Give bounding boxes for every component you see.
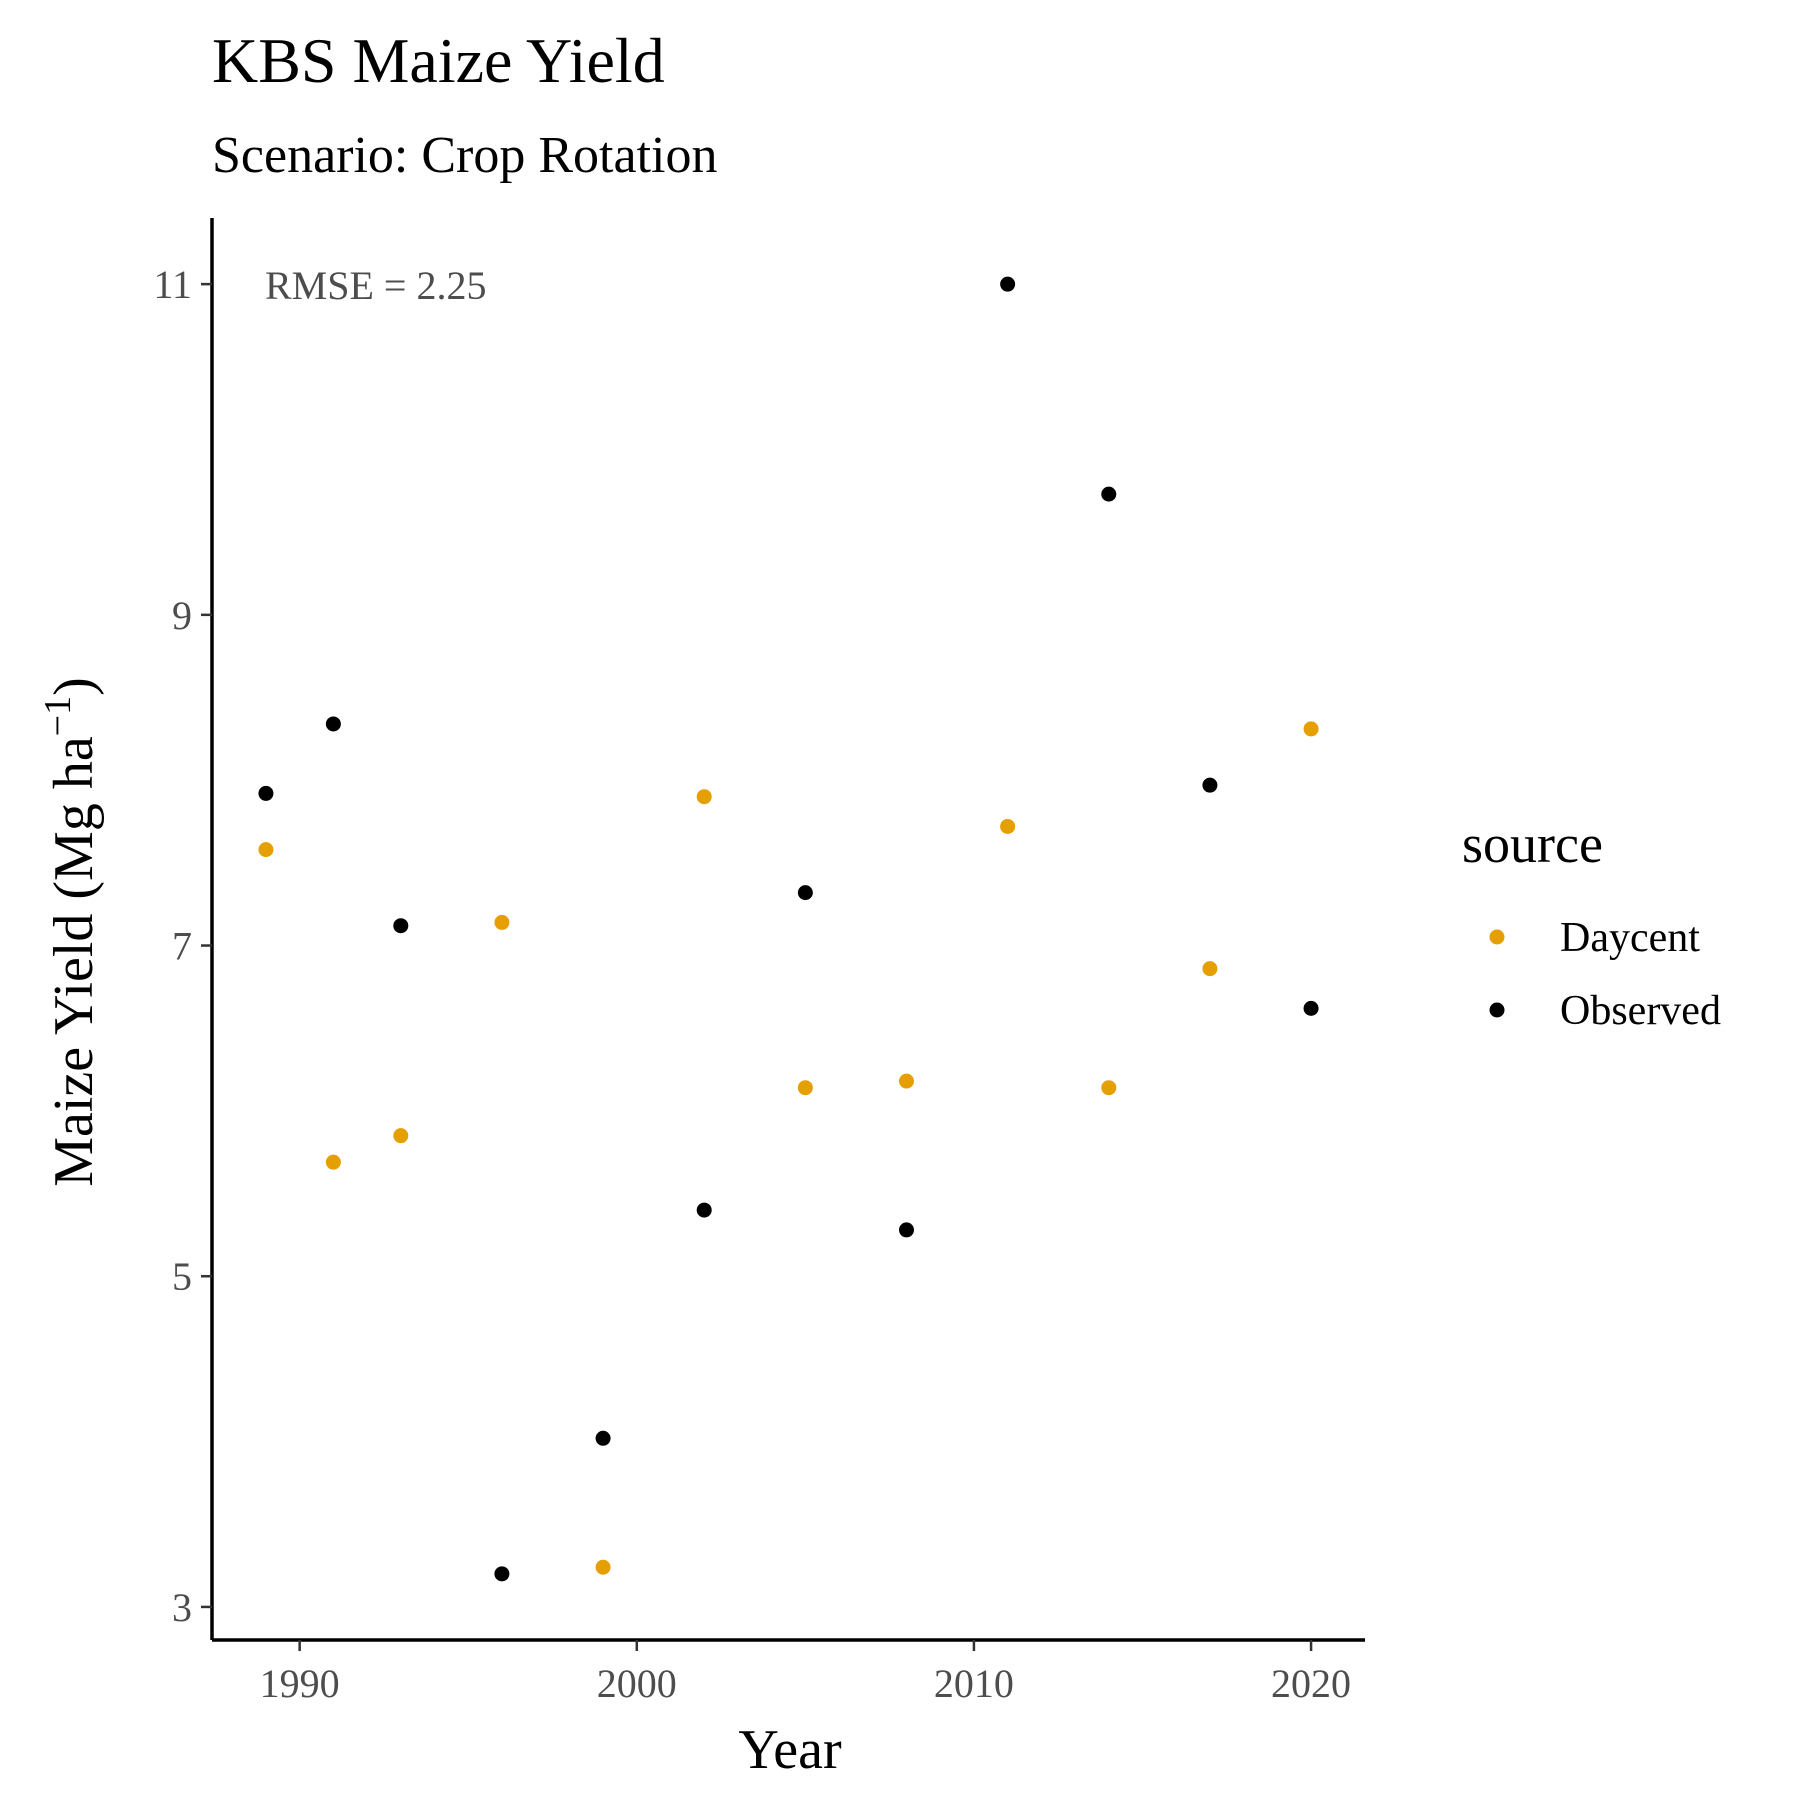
legend-label-daycent: Daycent	[1560, 915, 1700, 961]
x-tick-label: 1990	[260, 1661, 340, 1706]
data-point-daycent	[797, 1080, 813, 1096]
data-point-daycent	[1202, 961, 1218, 977]
data-point-observed	[494, 1566, 510, 1582]
data-point-observed	[393, 918, 409, 934]
data-point-daycent	[1000, 818, 1016, 834]
data-point-daycent	[1101, 1080, 1117, 1096]
data-point-observed	[1303, 1000, 1319, 1016]
plot-area: 3 5 7 9 11 1990 2000 2010 2020	[153, 218, 1365, 1706]
y-tick-label: 5	[172, 1254, 192, 1299]
y-axis-title-main: Maize Yield (Mg ha	[43, 736, 105, 1187]
data-point-observed	[1000, 276, 1016, 292]
data-point-daycent	[325, 1154, 341, 1170]
x-tick-label: 2000	[597, 1661, 677, 1706]
data-point-observed	[1101, 486, 1117, 502]
legend: source Daycent Observed	[1462, 814, 1721, 1034]
legend-items: Daycent Observed	[1489, 915, 1721, 1034]
data-point-observed	[258, 785, 274, 801]
y-axis-title-close: )	[43, 677, 105, 696]
y-axis-title-superscript: −1	[37, 696, 79, 736]
data-point-observed	[595, 1430, 611, 1446]
legend-key-observed	[1489, 1002, 1505, 1018]
data-point-daycent	[1303, 721, 1319, 737]
y-tick-label: 9	[172, 593, 192, 638]
x-axis-title: Year	[738, 1719, 842, 1781]
data-point-daycent	[258, 842, 274, 858]
rmse-annotation: RMSE = 2.25	[265, 263, 486, 308]
data-point-daycent	[494, 914, 510, 930]
chart-title: KBS Maize Yield	[212, 25, 665, 96]
data-point-observed	[898, 1222, 914, 1238]
data-point-daycent	[696, 789, 712, 805]
y-tick-label: 7	[172, 924, 192, 969]
x-tick-label: 2010	[934, 1661, 1014, 1706]
legend-key-daycent	[1489, 929, 1505, 945]
data-point-daycent	[595, 1559, 611, 1575]
data-point-observed	[1202, 777, 1218, 793]
legend-title: source	[1462, 814, 1603, 874]
y-tick-label: 3	[172, 1585, 192, 1630]
legend-label-observed: Observed	[1560, 988, 1721, 1034]
y-tick-label: 11	[153, 262, 192, 307]
data-point-observed	[325, 716, 341, 732]
data-point-observed	[696, 1202, 712, 1218]
data-point-daycent	[393, 1128, 409, 1144]
y-axis-title: Maize Yield (Mg ha−1)	[37, 677, 105, 1187]
chart-subtitle: Scenario: Crop Rotation	[212, 127, 717, 184]
x-tick-label: 2020	[1271, 1661, 1351, 1706]
data-point-observed	[797, 885, 813, 901]
data-point-daycent	[898, 1073, 914, 1089]
